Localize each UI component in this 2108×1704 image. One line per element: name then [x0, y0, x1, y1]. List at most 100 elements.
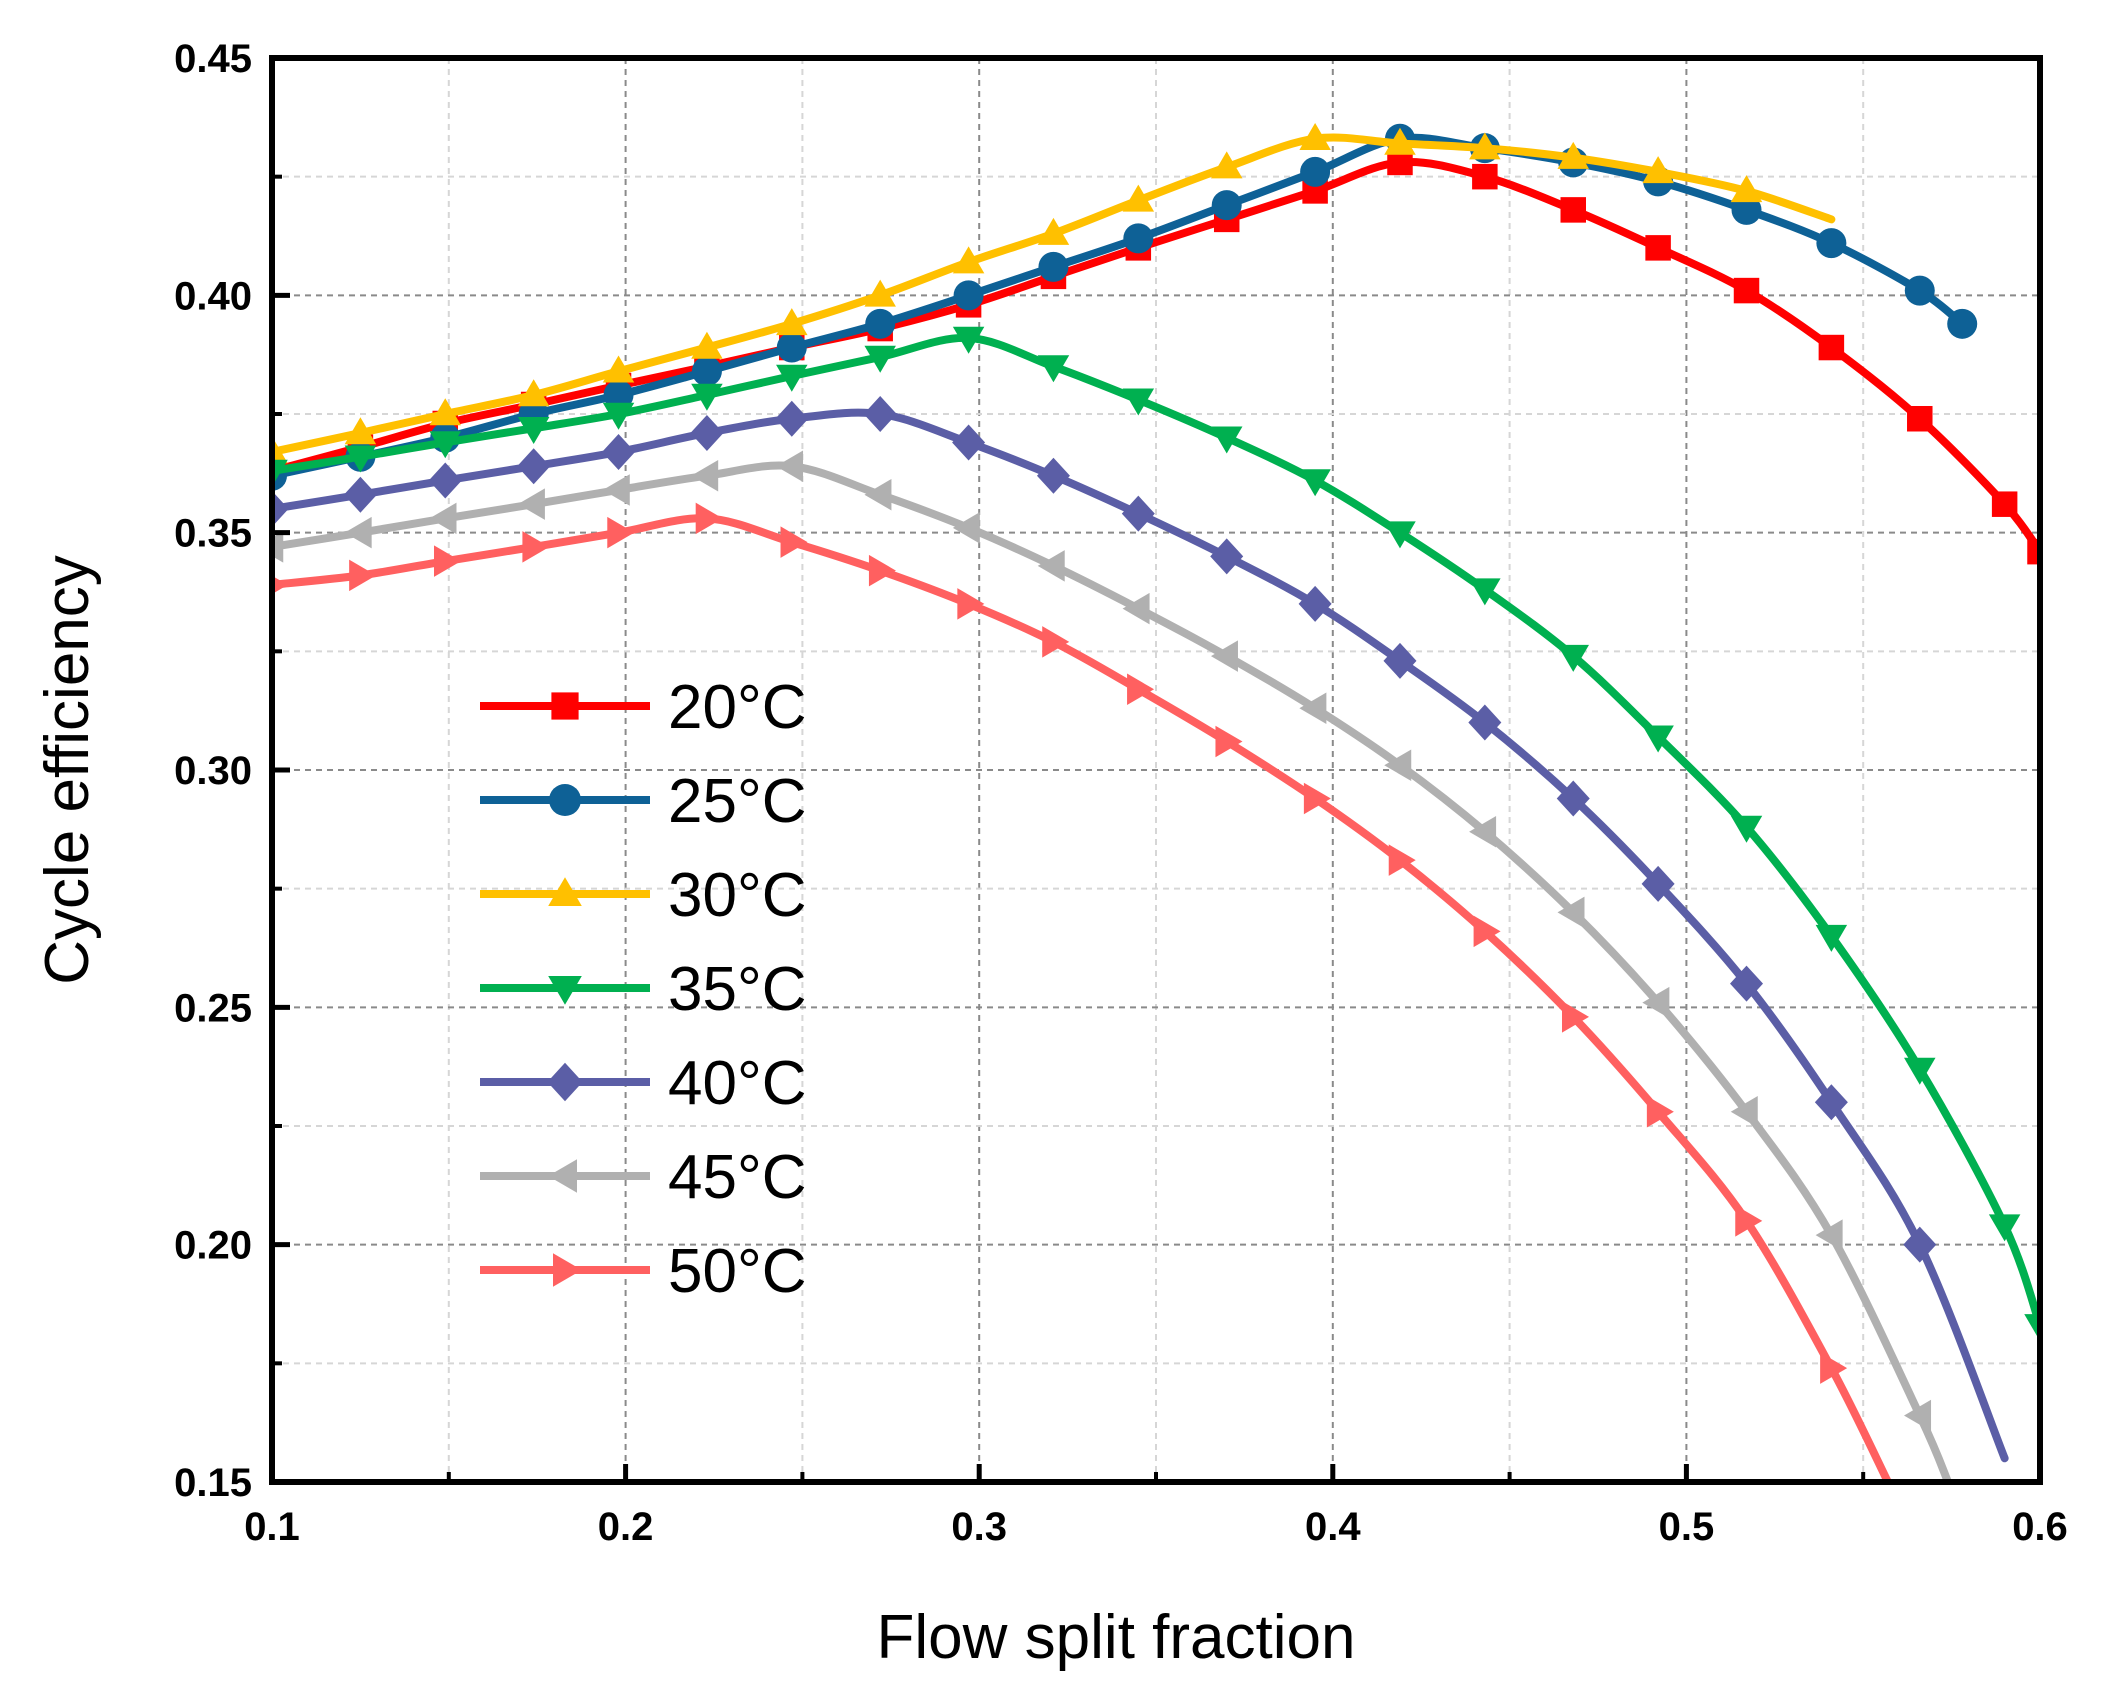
data-point-30c	[952, 246, 985, 274]
legend-marker	[549, 784, 581, 816]
data-point-35c	[1642, 725, 1674, 753]
y-tick-label: 0.25	[174, 986, 252, 1030]
data-point-50c	[1215, 725, 1243, 758]
legend-marker	[553, 1253, 582, 1287]
series-45c	[272, 450, 1953, 1482]
data-point-25c	[953, 280, 984, 311]
data-point-50c	[1735, 1205, 1763, 1237]
data-point-45c	[1557, 896, 1585, 929]
data-point-45c	[1122, 592, 1150, 625]
data-point-40c	[775, 400, 809, 437]
data-point-30c	[864, 279, 896, 307]
data-point-30c	[272, 436, 288, 464]
data-point-45c	[1730, 1096, 1758, 1128]
legend-item-20c: 20°C	[480, 673, 807, 742]
legend-marker	[548, 877, 582, 906]
data-point-35c	[952, 326, 985, 354]
data-point-50c	[1820, 1352, 1848, 1384]
data-point-45c	[1469, 815, 1497, 848]
legend-item-25c: 25°C	[480, 767, 807, 836]
data-point-20c	[2027, 538, 2040, 565]
data-point-35c	[691, 383, 723, 411]
data-point-40c	[517, 448, 551, 485]
series-50c	[272, 502, 1892, 1482]
legend-marker	[548, 1159, 577, 1193]
data-point-35c	[1904, 1057, 1936, 1085]
x-tick-label: 0.5	[1659, 1505, 1715, 1549]
data-point-50c	[1646, 1096, 1674, 1128]
data-point-40c	[1730, 965, 1764, 1002]
data-point-30c	[602, 355, 635, 383]
series-25c	[272, 123, 1978, 491]
y-tick-label: 0.15	[174, 1461, 252, 1505]
data-point-40c	[1468, 704, 1502, 741]
data-point-50c	[1388, 844, 1416, 876]
y-axis-title: Cycle efficiency	[33, 555, 102, 985]
data-point-25c	[1300, 156, 1331, 187]
data-point-40c	[1121, 495, 1155, 532]
data-point-40c	[428, 462, 462, 499]
data-point-25c	[776, 332, 807, 363]
data-point-40c	[1814, 1084, 1848, 1121]
data-point-45c	[344, 516, 372, 549]
legend-label: 35°C	[668, 955, 807, 1024]
legend-marker	[548, 976, 582, 1005]
data-point-50c	[522, 531, 550, 563]
data-point-50c	[957, 588, 985, 620]
data-point-25c	[1731, 194, 1762, 225]
series-line-50c	[272, 514, 1892, 1482]
series-30c	[272, 122, 1836, 464]
data-point-50c	[1473, 915, 1501, 948]
data-point-30c	[517, 379, 550, 407]
data-point-25c	[691, 356, 722, 387]
legend-label: 50°C	[668, 1237, 807, 1306]
legend-label: 25°C	[668, 767, 807, 836]
data-point-50c	[272, 575, 288, 595]
data-point-50c	[1561, 1001, 1589, 1033]
data-point-35c	[2024, 1314, 2040, 1342]
data-point-35c	[776, 364, 808, 392]
data-point-30c	[1122, 184, 1155, 212]
data-point-25c	[1211, 190, 1242, 221]
legend-item-50c: 50°C	[480, 1237, 807, 1306]
data-point-45c	[1037, 550, 1065, 582]
data-point-25c	[1816, 228, 1847, 259]
series-40c	[272, 396, 2009, 1463]
data-point-20c	[1991, 491, 2018, 517]
legend-label: 30°C	[668, 861, 807, 930]
data-point-30c	[1469, 132, 1501, 160]
data-point-35c	[1210, 426, 1243, 454]
data-point-40c	[343, 476, 377, 513]
data-point-30c	[344, 417, 377, 445]
x-axis-title: Flow split fraction	[877, 1603, 1356, 1672]
series-line-45c	[272, 461, 1953, 1482]
series-line-20c	[272, 158, 2040, 556]
y-tick-label: 0.20	[174, 1224, 252, 1268]
data-point-35c	[1037, 355, 1070, 383]
data-point-35c	[1557, 644, 1589, 672]
legend-item-30c: 30°C	[480, 861, 807, 930]
data-point-30c	[1642, 156, 1674, 184]
data-point-45c	[602, 474, 630, 506]
data-point-40c	[1298, 585, 1332, 622]
legend-label: 45°C	[668, 1143, 807, 1212]
legend-marker	[551, 692, 579, 720]
x-tick-label: 0.6	[2012, 1505, 2068, 1549]
data-point-40c	[690, 414, 724, 451]
data-point-35c	[1469, 578, 1501, 606]
data-point-45c	[1815, 1219, 1843, 1251]
data-point-40c	[1383, 642, 1417, 679]
data-point-40c	[1210, 538, 1244, 575]
data-point-25c	[1947, 308, 1978, 339]
data-point-20c	[1645, 235, 1671, 261]
data-point-30c	[1299, 122, 1331, 150]
data-point-45c	[1384, 749, 1412, 782]
data-point-50c	[607, 516, 635, 549]
data-point-50c	[695, 502, 723, 535]
data-point-25c	[1038, 251, 1069, 282]
data-point-40c	[1641, 865, 1675, 902]
series-line-40c	[272, 408, 2009, 1463]
data-point-20c	[1733, 277, 1760, 304]
data-point-25c	[1904, 275, 1935, 306]
data-point-30c	[1210, 151, 1243, 179]
